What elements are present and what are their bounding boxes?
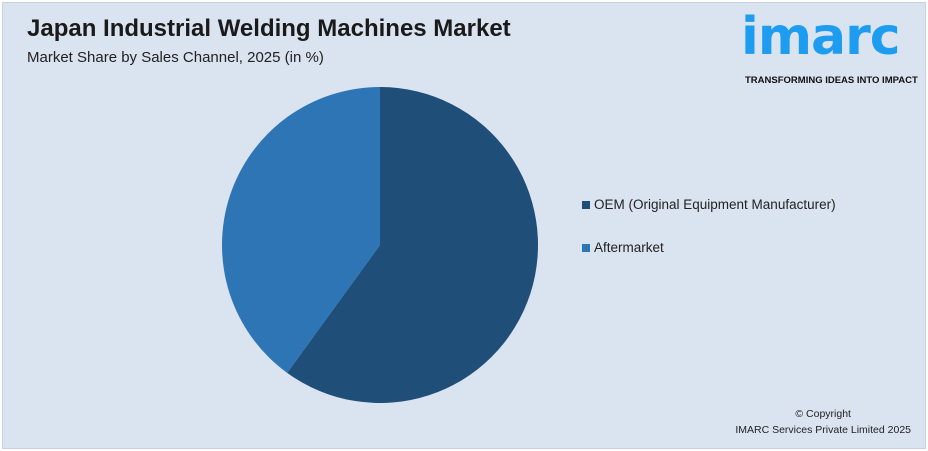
legend-label-oem: OEM (Original Equipment Manufacturer) (594, 197, 836, 212)
pie-chart (222, 86, 538, 403)
chart-subtitle: Market Share by Sales Channel, 2025 (in … (27, 49, 324, 66)
pie-slice-aftermarket (222, 86, 380, 373)
legend-item-aftermarket: Aftermarket (582, 240, 664, 256)
legend-swatch-oem (582, 201, 590, 209)
copyright-label: © Copyright (795, 408, 851, 420)
copyright: © Copyright IMARC Services Private Limit… (735, 406, 911, 438)
logo-wordmark: imarc (741, 7, 901, 67)
legend-label-aftermarket: Aftermarket (594, 240, 664, 255)
pie-slice-oem (287, 87, 538, 403)
legend-swatch-aftermarket (582, 244, 590, 252)
legend-item-oem: OEM (Original Equipment Manufacturer) (582, 197, 836, 213)
chart-title: Japan Industrial Welding Machines Market (27, 15, 511, 42)
imarc-logo: imarc TRANSFORMING IDEAS INTO IMPACT (741, 9, 923, 93)
copyright-company: IMARC Services Private Limited 2025 (735, 424, 911, 436)
logo-tagline: TRANSFORMING IDEAS INTO IMPACT (745, 75, 918, 86)
